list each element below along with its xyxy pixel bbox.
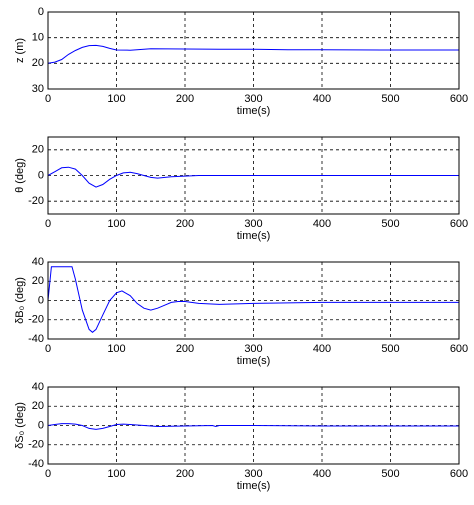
- y-tick-label: -20: [28, 195, 44, 207]
- x-axis-label: time(s): [237, 230, 271, 242]
- y-tick-label: 0: [38, 419, 44, 431]
- y-axis-label: δS₀ (deg): [14, 402, 26, 449]
- x-tick-label: 300: [244, 218, 262, 230]
- y-tick-label: 0: [38, 169, 44, 181]
- y-axis-label: θ (deg): [14, 158, 26, 193]
- plot-frame: [47, 136, 460, 215]
- x-tick-label: 200: [176, 218, 194, 230]
- y-axis-label: δB₀ (deg): [14, 277, 26, 324]
- plot-frame: [47, 386, 460, 465]
- x-axis-label: time(s): [237, 355, 271, 367]
- x-tick-label: 200: [176, 343, 194, 355]
- plot-frame: [47, 11, 460, 90]
- x-tick-label: 300: [244, 343, 262, 355]
- data-line: [47, 266, 459, 333]
- x-tick-label: 400: [313, 343, 331, 355]
- x-tick-label: 0: [45, 468, 51, 480]
- x-tick-label: 0: [45, 218, 51, 230]
- x-tick-label: 200: [176, 93, 194, 105]
- x-tick-label: 600: [450, 468, 468, 480]
- x-tick-label: 100: [107, 93, 125, 105]
- x-tick-label: 400: [313, 218, 331, 230]
- x-tick-label: 200: [176, 468, 194, 480]
- y-tick-label: -20: [28, 314, 44, 326]
- y-tick-label: 40: [32, 381, 44, 393]
- y-tick-label: -20: [28, 439, 44, 451]
- x-tick-label: 600: [450, 218, 468, 230]
- x-tick-label: 0: [45, 93, 51, 105]
- x-axis-label: time(s): [237, 480, 271, 492]
- y-tick-label: -40: [28, 458, 44, 470]
- y-tick-label: 20: [32, 400, 44, 412]
- y-tick-label: 40: [32, 256, 44, 268]
- y-axis-label: z (m): [14, 38, 26, 63]
- y-tick-label: 0: [38, 294, 44, 306]
- x-tick-label: 600: [450, 93, 468, 105]
- x-tick-label: 400: [313, 468, 331, 480]
- x-tick-label: 300: [244, 93, 262, 105]
- x-tick-label: 600: [450, 343, 468, 355]
- x-tick-label: 500: [381, 343, 399, 355]
- y-tick-label: 20: [32, 144, 44, 156]
- y-tick-label: 20: [32, 275, 44, 287]
- x-tick-label: 0: [45, 343, 51, 355]
- x-tick-label: 300: [244, 468, 262, 480]
- y-tick-label: 10: [32, 32, 44, 44]
- plot-frame: [47, 261, 460, 340]
- x-tick-label: 500: [381, 468, 399, 480]
- data-line: [47, 423, 459, 430]
- x-tick-label: 100: [107, 218, 125, 230]
- y-tick-label: 20: [32, 57, 44, 69]
- y-tick-label: 0: [38, 6, 44, 18]
- x-tick-label: 100: [107, 343, 125, 355]
- x-tick-label: 400: [313, 93, 331, 105]
- data-line: [47, 166, 459, 188]
- x-tick-label: 500: [381, 218, 399, 230]
- x-tick-label: 500: [381, 93, 399, 105]
- x-axis-label: time(s): [237, 105, 271, 117]
- y-tick-label: -40: [28, 333, 44, 345]
- x-tick-label: 100: [107, 468, 125, 480]
- data-line: [47, 44, 459, 64]
- y-tick-label: 30: [32, 83, 44, 95]
